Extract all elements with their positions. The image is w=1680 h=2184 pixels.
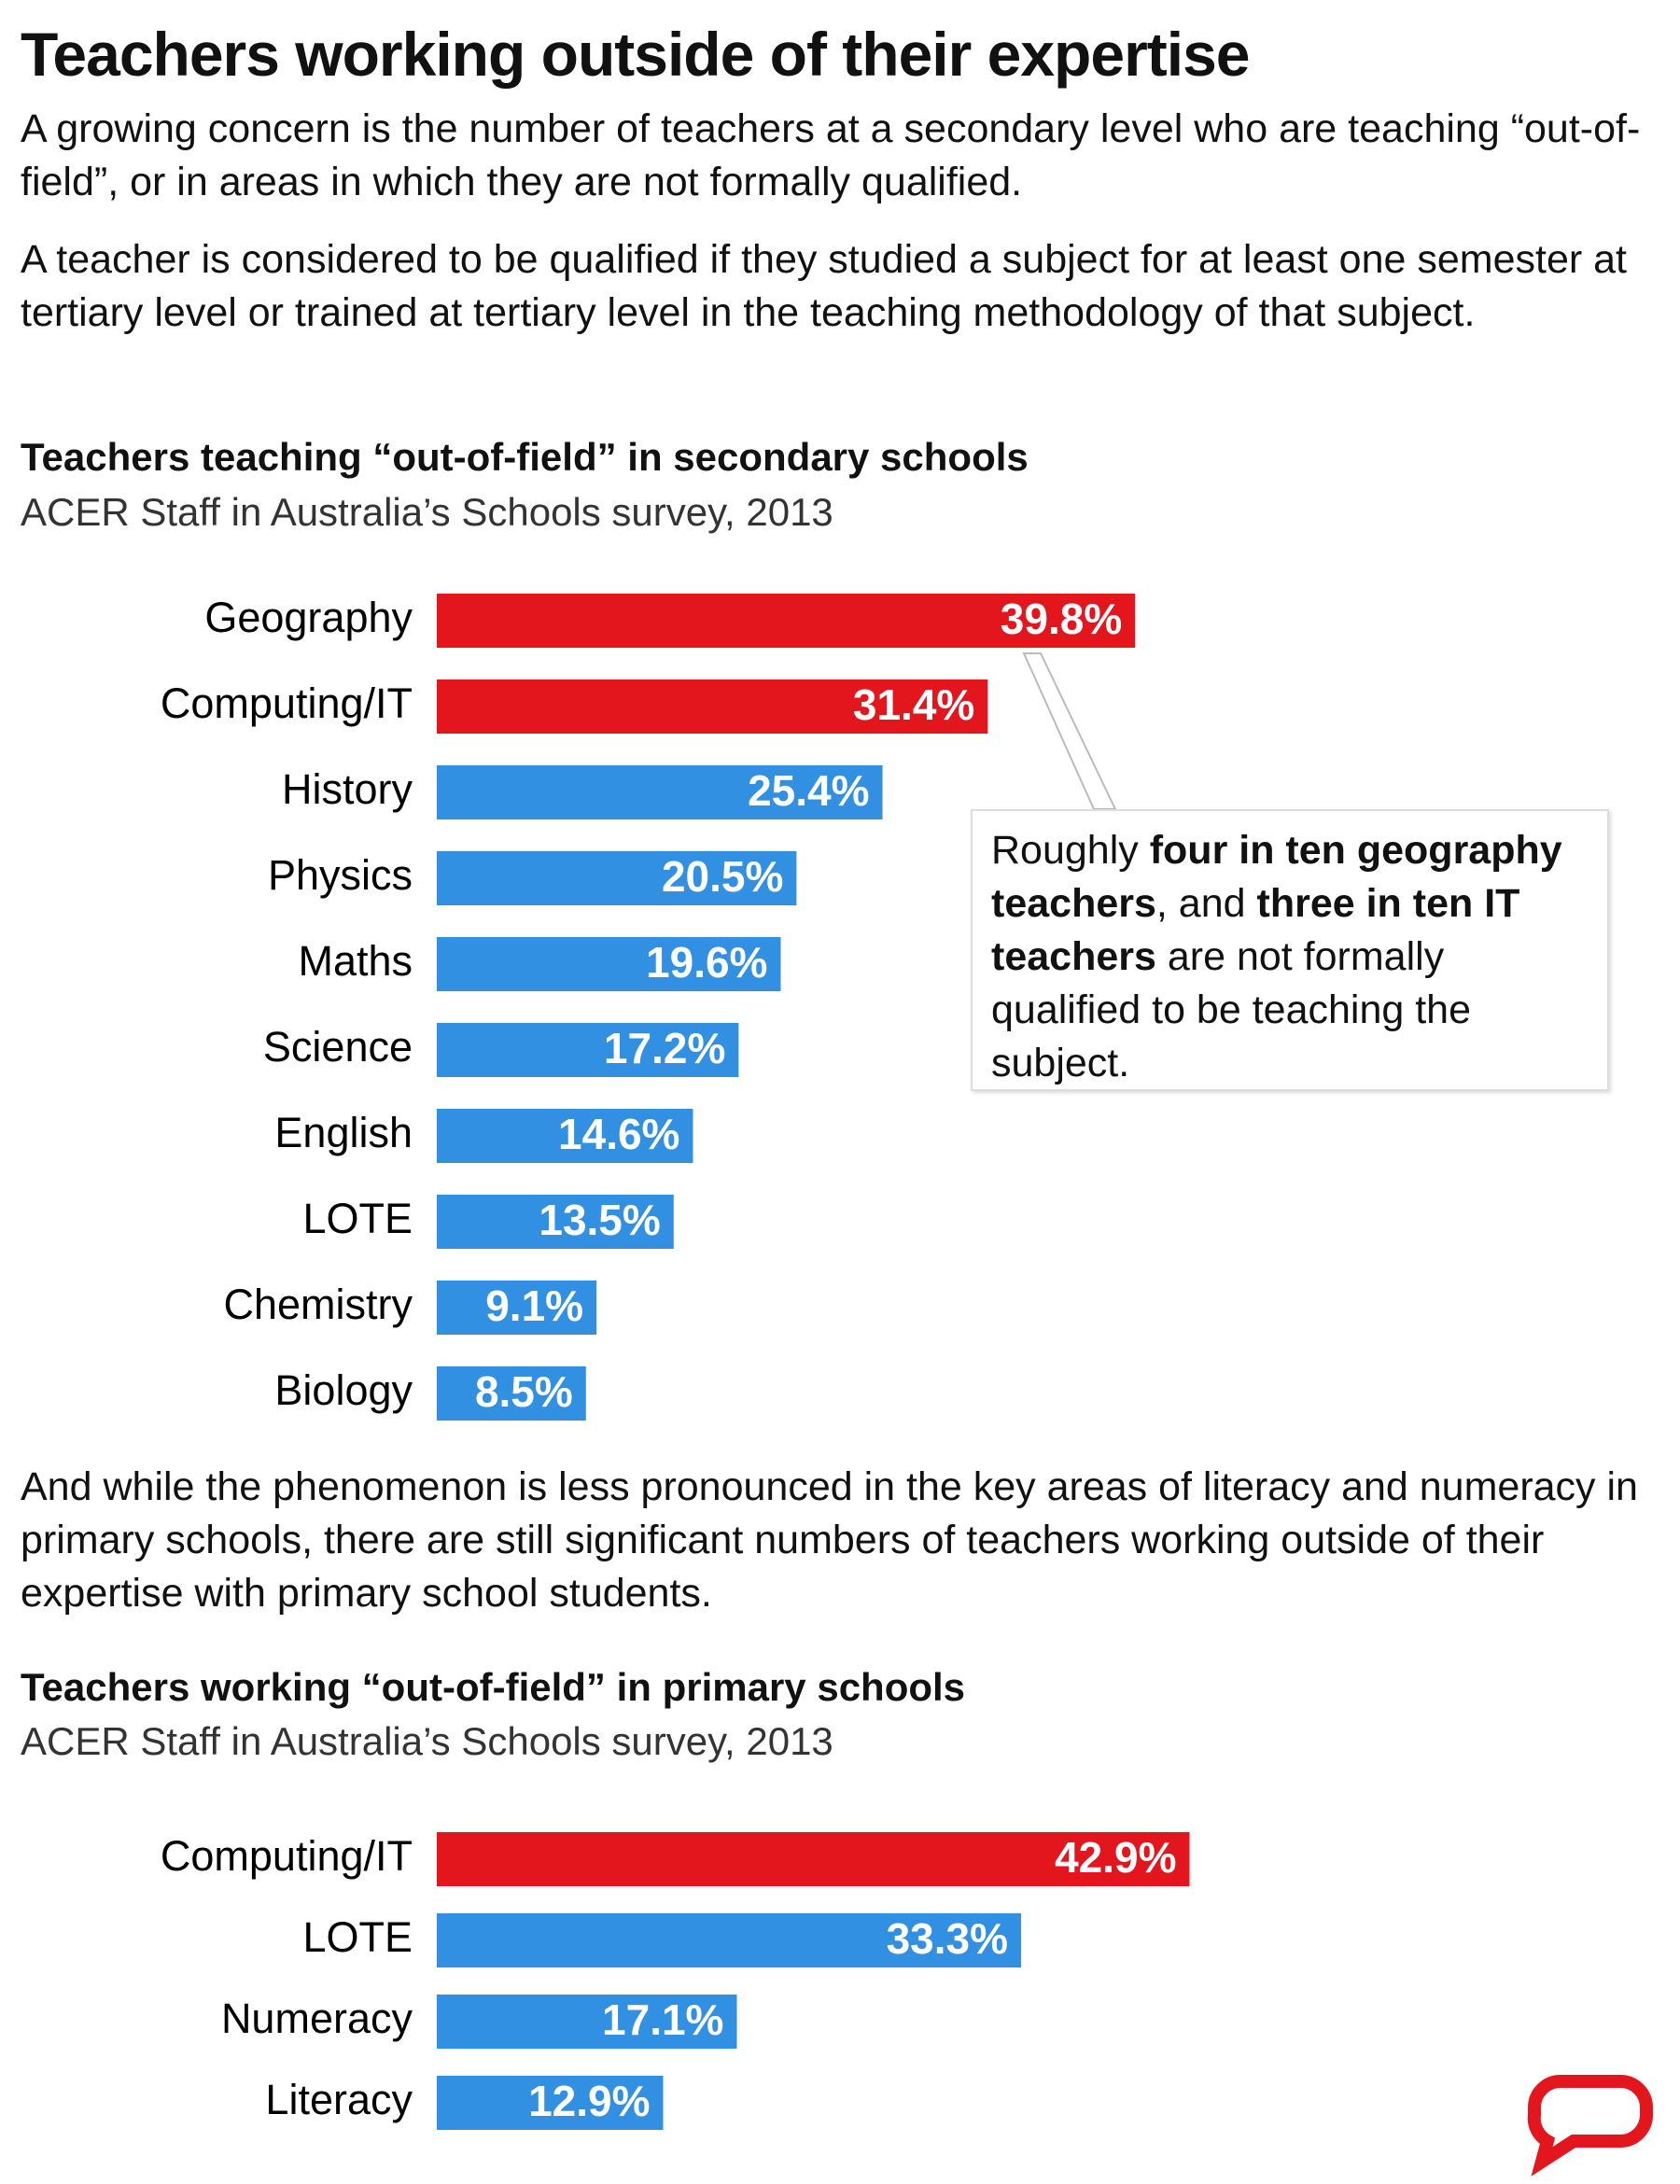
value-label: 19.6% [646, 938, 767, 987]
bar [437, 937, 781, 991]
chart-subtitle: ACER Staff in Australia’s Schools survey… [21, 490, 833, 534]
paragraph: A growing concern is the number of teach… [21, 106, 1641, 204]
value-label: 42.9% [1055, 1833, 1176, 1882]
bar [437, 1913, 1022, 1967]
annotation-text: three in ten IT teachers [991, 881, 1520, 979]
value-label: 31.4% [853, 680, 974, 729]
bar [437, 1995, 737, 2049]
annotation: Roughly four in ten geography teachers, … [971, 809, 1609, 1091]
chart-subtitle: ACER Staff in Australia’s Schools survey… [21, 1719, 833, 1763]
value-label: 12.9% [528, 2077, 650, 2125]
bar [437, 1832, 1190, 1886]
page-title: Teachers working outside of their expert… [21, 20, 1250, 89]
category-label: Computing/IT [161, 1832, 413, 1880]
category-label: Numeracy [221, 1995, 413, 2042]
chart-title: Teachers teaching “out-of-field” in seco… [21, 435, 1029, 479]
paragraph: And while the phenomenon is less pronoun… [21, 1464, 1638, 1616]
value-label: 20.5% [662, 852, 783, 901]
bar [437, 1109, 693, 1163]
category-label: Geography [204, 594, 413, 641]
bar [437, 1366, 586, 1421]
value-label: 13.5% [539, 1196, 660, 1244]
annotation-text: four in ten geography teachers [991, 828, 1562, 926]
category-label: Chemistry [223, 1281, 413, 1328]
category-label: LOTE [302, 1913, 413, 1961]
logo [1527, 2075, 1653, 2177]
bar [437, 765, 883, 819]
bar [437, 1023, 739, 1077]
annotation-text: Roughly [991, 828, 1150, 873]
category-label: Maths [298, 937, 413, 985]
category-label: Computing/IT [161, 679, 413, 727]
annotation-text: are not formally qualified to be teachin… [991, 934, 1472, 1085]
paragraph: A teacher is considered to be qualified … [21, 237, 1628, 335]
annotation-text: , and [1155, 881, 1257, 926]
bar [437, 1281, 597, 1335]
category-label: Physics [268, 851, 413, 899]
value-label: 9.1% [485, 1281, 583, 1330]
category-label: Science [263, 1023, 413, 1071]
value-label: 17.2% [604, 1024, 725, 1072]
category-label: Biology [274, 1366, 413, 1414]
annotation-pointer [1022, 652, 1117, 810]
category-label: History [282, 765, 413, 813]
bar [437, 1195, 674, 1249]
bar [437, 679, 988, 734]
bar [437, 2076, 664, 2130]
bar [437, 851, 797, 905]
chart-title: Teachers working “out-of-field” in prima… [21, 1665, 966, 1709]
category-label: Literacy [265, 2076, 413, 2123]
category-label: LOTE [302, 1195, 413, 1242]
bar [437, 594, 1136, 648]
value-label: 39.8% [1001, 595, 1122, 643]
value-label: 25.4% [748, 766, 869, 815]
value-label: 17.1% [602, 1995, 723, 2044]
category-label: English [274, 1109, 413, 1156]
value-label: 14.6% [558, 1110, 679, 1158]
value-label: 8.5% [475, 1367, 573, 1416]
value-label: 33.3% [887, 1914, 1008, 1963]
